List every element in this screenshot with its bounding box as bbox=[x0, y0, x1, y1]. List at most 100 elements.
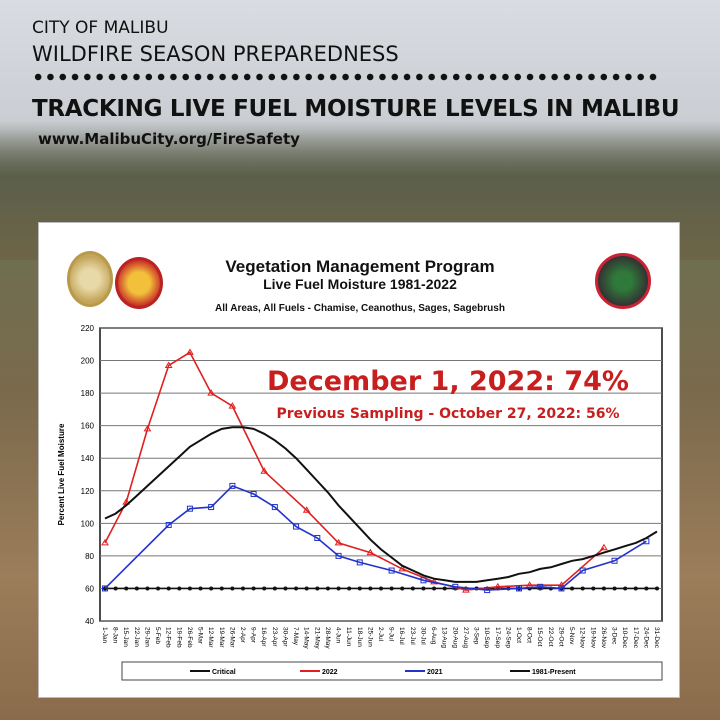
x-tick-label: 24-Dec bbox=[642, 627, 649, 649]
x-tick-label: 9-Jul bbox=[388, 627, 395, 642]
data-point-2021 bbox=[293, 523, 300, 530]
data-point-2022 bbox=[462, 586, 470, 593]
y-tick-label: 80 bbox=[85, 552, 94, 561]
x-tick-label: 31-Dec bbox=[653, 627, 660, 649]
y-tick-label: 220 bbox=[81, 324, 95, 333]
x-tick-label: 3-Dec bbox=[611, 627, 618, 645]
data-point-2021 bbox=[250, 491, 257, 498]
x-tick-label: 20-Aug bbox=[451, 627, 458, 648]
y-tick-label: 140 bbox=[81, 454, 95, 463]
chart-subtitle-fuels: All Areas, All Fuels - Chamise, Ceanothu… bbox=[215, 303, 505, 314]
data-point-2022 bbox=[600, 543, 608, 551]
chart-subtitle: Live Fuel Moisture 1981-2022 bbox=[263, 276, 457, 292]
x-tick-label: 12-Nov bbox=[579, 627, 586, 649]
y-tick-label: 40 bbox=[85, 617, 94, 626]
legend-box bbox=[121, 661, 663, 681]
y-tick-label: 160 bbox=[81, 422, 95, 431]
y-tick-label: 200 bbox=[81, 357, 95, 366]
x-tick-label: 26-Feb bbox=[186, 627, 193, 648]
x-tick-label: 17-Sep bbox=[494, 627, 501, 648]
data-point-2021 bbox=[165, 521, 172, 528]
data-point-2021 bbox=[314, 534, 321, 541]
data-point-critical bbox=[325, 586, 330, 591]
data-point-2022 bbox=[302, 506, 311, 513]
data-point-critical bbox=[389, 586, 394, 591]
data-point-critical bbox=[580, 586, 585, 591]
data-point-2022 bbox=[398, 564, 407, 572]
x-tick-label: 19-Feb bbox=[175, 627, 182, 648]
x-tick-label: 22-Oct bbox=[547, 627, 554, 647]
data-point-critical bbox=[315, 586, 320, 591]
forestry-division-logo bbox=[595, 253, 651, 309]
legend-label-2022: 2022 bbox=[322, 669, 338, 676]
x-tick-label: 16-Jul bbox=[398, 627, 405, 645]
data-point-critical bbox=[421, 586, 426, 591]
data-point-critical bbox=[198, 586, 203, 591]
data-point-2022 bbox=[334, 538, 343, 546]
x-tick-label: 24-Sep bbox=[504, 627, 511, 648]
data-point-critical bbox=[570, 586, 575, 591]
data-point-2022 bbox=[101, 538, 109, 546]
y-tick-label: 60 bbox=[85, 584, 94, 593]
data-point-2022 bbox=[207, 389, 216, 396]
x-tick-label: 17-Dec bbox=[632, 627, 639, 649]
data-point-2021 bbox=[229, 482, 236, 489]
x-tick-label: 8-Jan bbox=[112, 627, 119, 644]
x-tick-label: 26-Nov bbox=[600, 627, 607, 649]
x-tick-label: 19-Nov bbox=[589, 627, 596, 649]
data-point-2021 bbox=[335, 552, 342, 559]
dotted-divider bbox=[32, 72, 660, 82]
city-label: CITY OF MALIBU bbox=[32, 18, 169, 38]
x-tick-label: 27-Aug bbox=[462, 627, 469, 648]
data-point-2021 bbox=[611, 557, 618, 564]
data-point-2021 bbox=[186, 505, 193, 512]
data-point-critical bbox=[400, 586, 405, 591]
annotation-main: December 1, 2022: 74% bbox=[267, 366, 629, 397]
data-point-2021 bbox=[388, 567, 395, 574]
x-tick-label: 10-Dec bbox=[621, 627, 628, 649]
data-point-critical bbox=[134, 586, 139, 591]
data-point-critical bbox=[166, 586, 171, 591]
data-point-2021 bbox=[558, 585, 565, 592]
x-tick-label: 25-Jun bbox=[366, 627, 373, 647]
series-line-1981-Present bbox=[104, 426, 658, 583]
data-point-2022 bbox=[164, 361, 173, 368]
data-point-2021 bbox=[484, 587, 491, 594]
annotation-sub: Previous Sampling - October 27, 2022: 56… bbox=[276, 406, 619, 422]
data-point-critical bbox=[644, 586, 649, 591]
website-link[interactable]: www.MalibuCity.org/FireSafety bbox=[38, 130, 300, 148]
data-point-2021 bbox=[208, 504, 215, 511]
data-point-2021 bbox=[102, 585, 108, 592]
data-point-critical bbox=[368, 586, 373, 591]
x-tick-label: 29-Jan bbox=[143, 627, 150, 647]
y-tick-label: 180 bbox=[81, 389, 95, 398]
data-point-critical bbox=[601, 586, 606, 591]
data-point-critical bbox=[209, 586, 214, 591]
x-tick-label: 23-Jul bbox=[409, 627, 416, 645]
x-tick-label: 5-Mar bbox=[197, 627, 204, 645]
data-point-critical bbox=[113, 586, 118, 591]
data-point-critical bbox=[187, 586, 192, 591]
data-point-2022 bbox=[186, 348, 194, 355]
x-tick-label: 14-May bbox=[303, 627, 310, 649]
data-point-2022 bbox=[260, 467, 269, 474]
data-point-critical bbox=[379, 586, 383, 591]
x-tick-label: 11-Jun bbox=[345, 627, 352, 647]
data-point-critical bbox=[336, 586, 341, 591]
series-line-2022 bbox=[104, 351, 605, 591]
x-tick-label: 30-Apr bbox=[281, 627, 288, 647]
data-point-critical bbox=[410, 586, 415, 591]
x-tick-label: 29-Oct bbox=[557, 627, 564, 647]
x-tick-label: 2-Apr bbox=[239, 627, 246, 644]
data-point-critical bbox=[442, 586, 447, 591]
series-line-2021 bbox=[104, 484, 647, 591]
data-point-critical bbox=[612, 586, 617, 591]
data-point-critical bbox=[283, 586, 288, 591]
x-tick-label: 9-Apr bbox=[250, 627, 257, 644]
data-point-critical bbox=[655, 586, 659, 591]
x-tick-label: 18-Jun bbox=[356, 627, 363, 647]
data-point-2022 bbox=[557, 581, 566, 588]
y-tick-label: 120 bbox=[81, 487, 95, 496]
x-tick-label: 15-Jan bbox=[122, 627, 129, 647]
x-tick-label: 1-Jan bbox=[101, 627, 108, 644]
